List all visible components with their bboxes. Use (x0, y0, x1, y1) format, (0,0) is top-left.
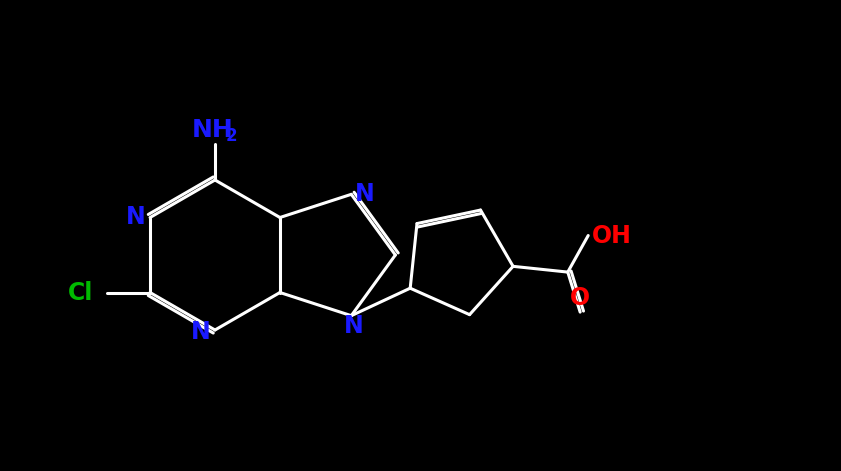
Text: N: N (355, 182, 375, 206)
Text: NH: NH (192, 118, 234, 142)
Text: N: N (343, 314, 363, 338)
Text: 2: 2 (225, 127, 237, 145)
Text: OH: OH (592, 224, 632, 248)
Text: N: N (191, 320, 211, 344)
Text: O: O (570, 286, 590, 310)
Text: Cl: Cl (67, 281, 93, 304)
Text: N: N (126, 205, 146, 229)
